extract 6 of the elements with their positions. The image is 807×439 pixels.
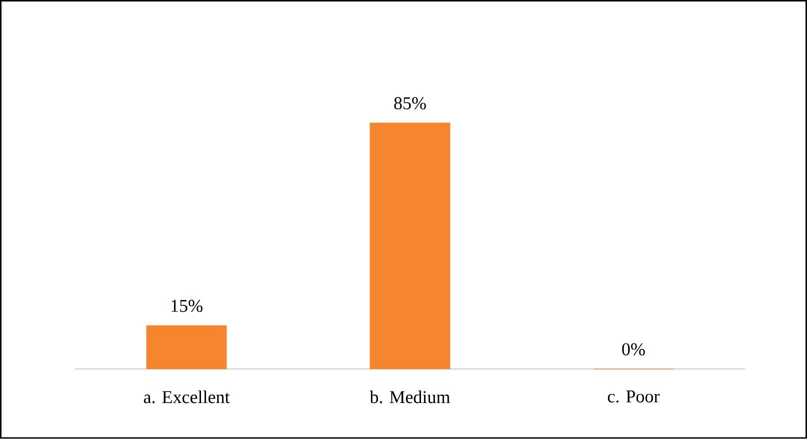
x-tick-label: b. Medium bbox=[370, 390, 450, 404]
data-label: 0% bbox=[622, 343, 645, 356]
data-label: 85% bbox=[394, 97, 426, 110]
x-tick-label: c. Poor bbox=[608, 390, 660, 403]
x-tick-label: a. Excellent bbox=[144, 390, 230, 404]
data-label: 15% bbox=[172, 300, 202, 312]
